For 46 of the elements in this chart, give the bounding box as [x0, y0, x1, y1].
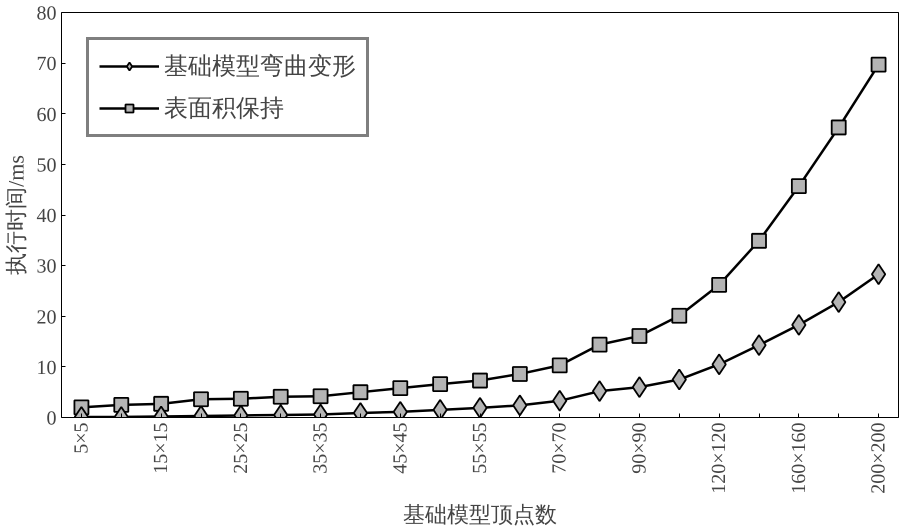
point — [751, 334, 767, 356]
y-tick-label: 10 — [36, 356, 56, 379]
legend-label: 表面积保持 — [164, 95, 284, 124]
point — [671, 308, 688, 324]
point — [472, 372, 488, 388]
y-tick-label: 50 — [36, 154, 56, 176]
x-tick-label: 120×120 — [708, 422, 730, 494]
point — [870, 56, 886, 73]
point — [711, 276, 728, 293]
x-tick-label: 70×70 — [548, 422, 571, 474]
point — [512, 366, 528, 382]
point — [392, 380, 408, 396]
point — [552, 357, 568, 374]
point — [592, 336, 608, 352]
point — [830, 120, 847, 136]
y-tick-label: 0 — [46, 408, 56, 430]
y-tick-label: 70 — [36, 53, 56, 76]
y-tick-label: 30 — [36, 256, 56, 278]
point — [432, 376, 448, 392]
point — [352, 384, 368, 400]
point — [472, 396, 488, 418]
y-axis-title: 执行时间/ms — [4, 155, 28, 275]
point — [790, 178, 807, 194]
x-tick-label: 90×90 — [628, 422, 650, 474]
point — [751, 232, 767, 249]
x-tick-label: 25×25 — [230, 422, 252, 474]
x-tick-label: 160×160 — [788, 422, 810, 494]
point — [232, 390, 249, 407]
y-tick-label: 20 — [36, 306, 56, 328]
y-tick-label: 60 — [36, 104, 56, 126]
x-tick-label: 15×15 — [150, 422, 172, 474]
y-tick-label: 80 — [36, 2, 56, 24]
legend-label: 基础模型弯曲变形 — [164, 52, 356, 82]
x-axis-title: 基础模型顶点数 — [403, 502, 557, 527]
point — [193, 391, 209, 408]
point — [831, 291, 846, 313]
x-tick-label: 45×45 — [389, 422, 412, 474]
x-tick-label: 5×5 — [70, 422, 92, 454]
point — [312, 388, 328, 404]
x-tick-label: 55×55 — [469, 422, 491, 474]
y-tick-label: 40 — [36, 205, 56, 227]
point — [632, 328, 648, 344]
point — [272, 388, 289, 405]
x-tick-label: 35×35 — [310, 422, 332, 474]
x-tick-label: 200×200 — [868, 422, 890, 494]
point — [672, 368, 687, 390]
